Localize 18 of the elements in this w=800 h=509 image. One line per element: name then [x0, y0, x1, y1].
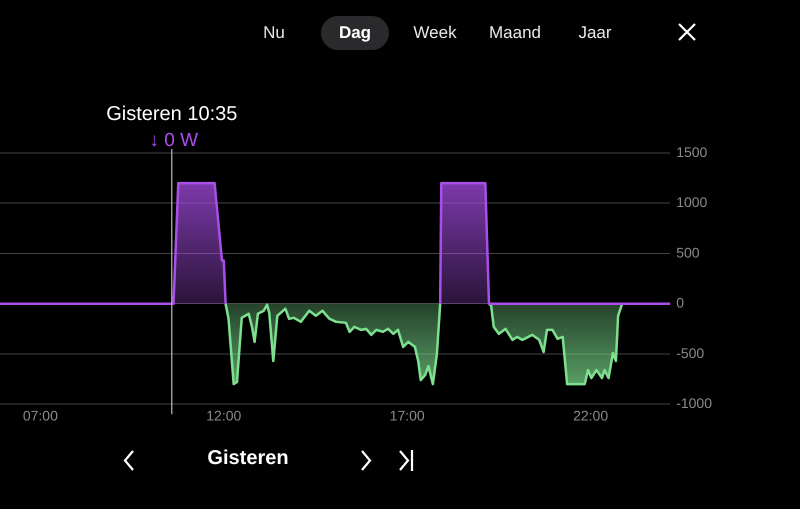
text: Nu [262, 22, 286, 44]
y-tick-label: -500 [676, 344, 704, 361]
text: Week [412, 22, 458, 44]
x-tick-label: 07:00 [22, 407, 58, 424]
y-tick-label: 500 [676, 244, 700, 260]
x-tick-label: 22:00 [573, 407, 608, 424]
text: Jaar [577, 22, 613, 44]
text: Dag [320, 16, 390, 50]
x-tick-label: 17:00 [390, 407, 425, 424]
y-tick-label: 1500 [676, 144, 708, 160]
text: Maand [488, 22, 542, 44]
x-tick-label: 12:00 [206, 407, 242, 424]
text: Gisteren [207, 447, 289, 470]
text: Gisteren 10:35 [106, 103, 238, 125]
y-tick-label: 0 [676, 294, 684, 311]
text: ↓ 0 W [150, 130, 198, 151]
y-tick-label: 1000 [676, 194, 708, 210]
y-tick-label: -1000 [676, 395, 712, 412]
